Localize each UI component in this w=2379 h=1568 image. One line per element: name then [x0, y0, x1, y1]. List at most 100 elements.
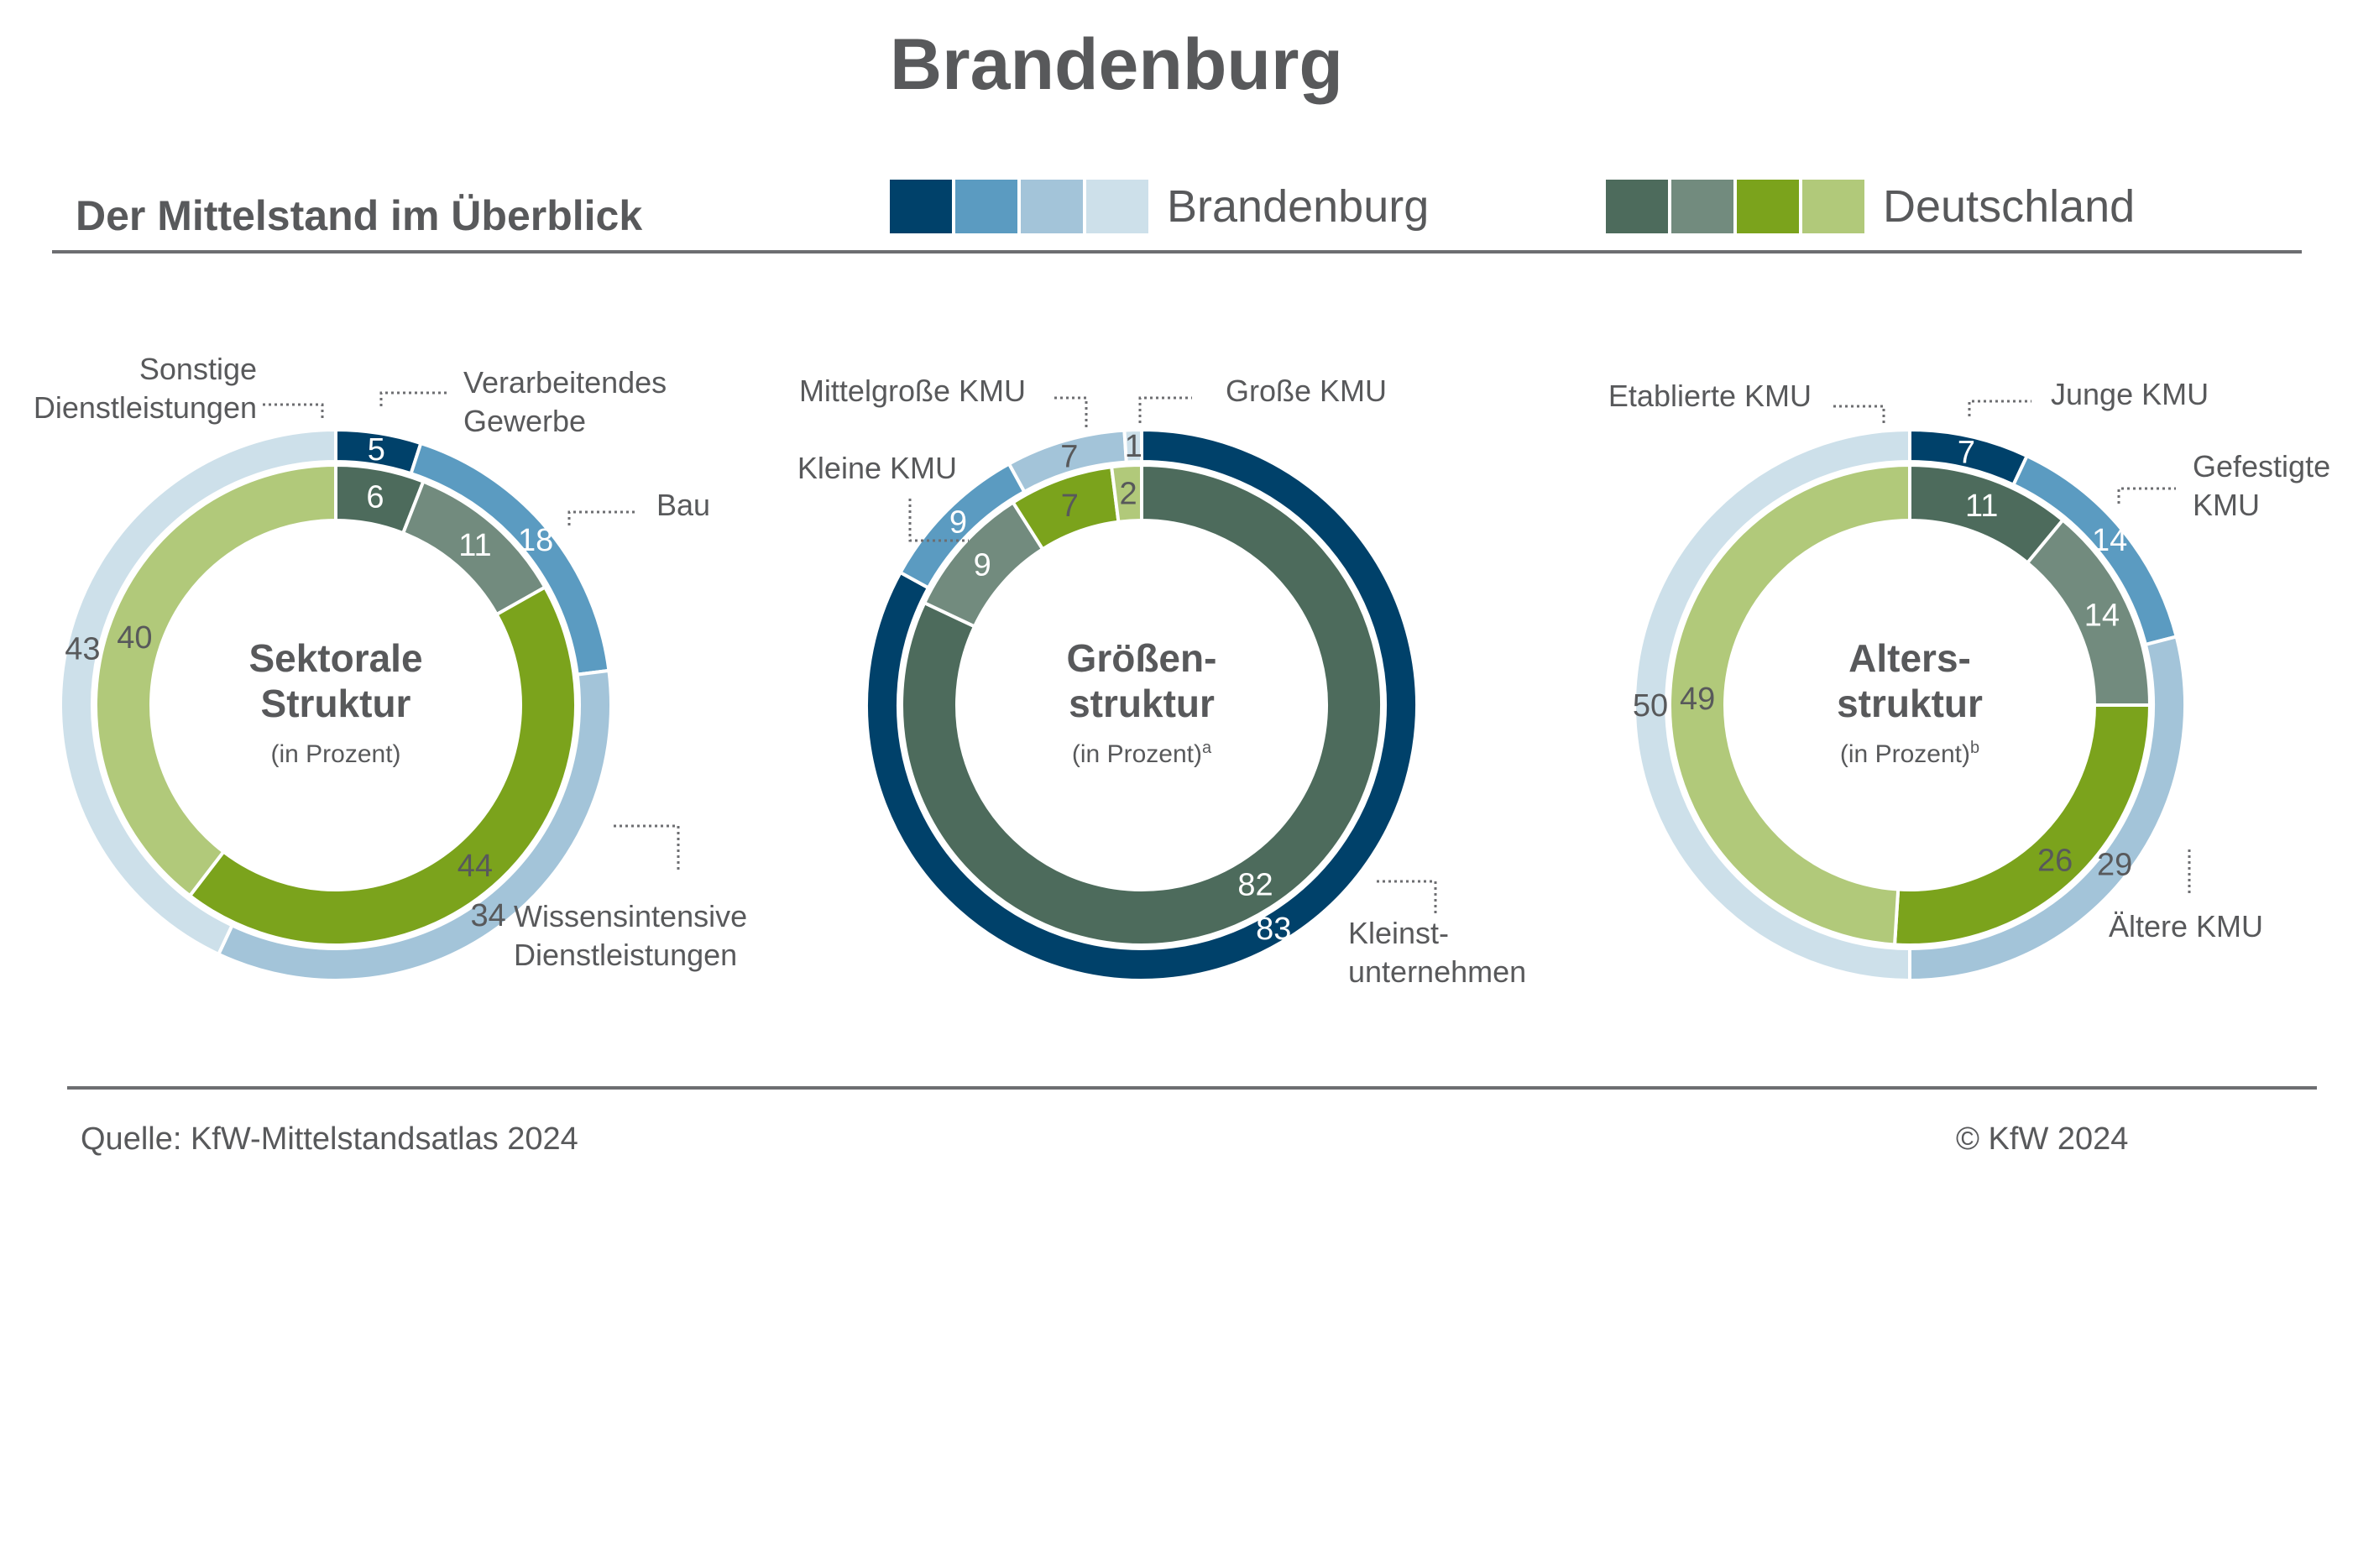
category-label-line: Junge KMU [2051, 377, 2209, 411]
leader-line [260, 403, 324, 418]
chart-title: struktur [1837, 682, 1983, 725]
chart-unit-label: (in Prozent)a [1072, 739, 1212, 768]
legend-label: Deutschland [1883, 181, 2136, 232]
data-label: 2 [1120, 476, 1137, 511]
data-label: 82 [1237, 868, 1273, 903]
data-label: 26 [2037, 843, 2073, 878]
category-label-line: Sonstige [139, 352, 257, 386]
top-divider [52, 250, 2302, 253]
legend-swatch [1671, 180, 1733, 233]
section-subtitle: Der Mittelstand im Überblick [76, 192, 643, 239]
inner-ring-segment [94, 463, 337, 898]
leader-line [611, 824, 680, 870]
source-note: Quelle: KfW-Mittelstandsatlas 2024 [81, 1121, 578, 1157]
data-label: 18 [518, 523, 553, 558]
donut-chart: 7 14 29 50 11 14 26 49 Alters-struktur (in Prozen… [1608, 377, 2330, 983]
leader-line [1138, 396, 1192, 423]
donut-chart: 83 9 7 1 82 9 7 2 Größen-struktur (in Prozent)a Kl… [797, 374, 1526, 989]
data-label: 44 [458, 849, 493, 884]
inner-ring-segment [187, 584, 578, 947]
data-label: 11 [458, 528, 491, 563]
data-label: 5 [368, 432, 385, 468]
legend-swatch [1802, 180, 1864, 233]
category-label-line: Gewerbe [463, 404, 586, 438]
legend-swatch [1021, 180, 1083, 233]
category-label-line: Verarbeitendes [463, 365, 667, 400]
inner-ring-segment [1109, 463, 1143, 524]
category-label: Verarbeitendes Gewerbe [463, 365, 667, 438]
leader-line [567, 510, 638, 525]
chart-title: Größen- [1067, 636, 1217, 680]
chart-title: Sektorale [248, 636, 422, 680]
category-label: Etablierte KMU [1608, 379, 1812, 413]
inner-ring-segment [900, 463, 1383, 947]
category-label: Bau [656, 488, 710, 522]
category-label: Wissensintensive Dienstleistungen [514, 899, 747, 972]
data-label: 14 [2084, 598, 2120, 633]
data-label: 49 [1680, 682, 1715, 717]
data-label: 9 [974, 548, 991, 583]
leader-line [379, 391, 447, 406]
footnote-marker: a [1202, 739, 1212, 757]
legend-deutschland: Deutschland [1606, 180, 2135, 233]
legend-swatch [890, 180, 952, 233]
data-label: 7 [1061, 489, 1079, 524]
leader-line [2117, 487, 2176, 504]
legend-swatch [1086, 180, 1148, 233]
data-label: 6 [366, 479, 384, 515]
category-label-line: Dienstleistungen [514, 938, 737, 972]
category-label: Kleine KMU [797, 451, 957, 485]
legend-swatch [1606, 180, 1668, 233]
legend-swatch [955, 180, 1017, 233]
leader-line [908, 499, 969, 542]
category-label: Große KMU [1226, 374, 1387, 408]
category-label-line: Mittelgroße KMU [799, 374, 1026, 408]
outer-ring-segment [864, 427, 1419, 982]
category-label: Kleinst-unternehmen [1348, 916, 1526, 989]
category-label-line: Kleinst- [1348, 916, 1449, 950]
category-label-line: Dienstleistungen [34, 390, 257, 425]
chart-unit-label: (in Prozent) [270, 740, 400, 768]
leader-line [1968, 400, 2031, 416]
inner-ring-segment [1667, 463, 1911, 947]
category-label: Mittelgroße KMU [799, 374, 1026, 408]
data-label: 50 [1633, 688, 1668, 724]
outer-ring-segment [1633, 427, 1911, 983]
data-label: 40 [117, 620, 152, 656]
footnote-marker: b [1970, 739, 1979, 757]
legend-brandenburg: Brandenburg [890, 180, 1429, 233]
chart-title: Alters- [1848, 636, 1971, 680]
data-label: 1 [1125, 429, 1142, 464]
leader-line [1054, 396, 1088, 428]
chart-unit-label: (in Prozent)b [1840, 739, 1979, 768]
data-label: 14 [2092, 523, 2127, 558]
data-label: 29 [2097, 847, 2132, 882]
outer-ring-segment [1122, 427, 1143, 464]
data-label: 7 [1958, 435, 1975, 470]
category-label: Gefestigte KMU [2193, 449, 2330, 522]
category-label-line: KMU [2193, 488, 2260, 522]
chart-title: Struktur [261, 682, 411, 725]
bottom-divider [67, 1086, 2317, 1090]
category-label-line: Bau [656, 488, 710, 522]
data-label: 11 [1965, 489, 1998, 524]
category-label-line: unternehmen [1348, 954, 1526, 989]
category-label: Ältere KMU [2109, 909, 2263, 943]
category-label-line: Große KMU [1226, 374, 1387, 408]
leader-line [1833, 405, 1885, 426]
data-label: 9 [949, 505, 967, 541]
data-label: 7 [1060, 439, 1078, 474]
data-label: 43 [65, 632, 100, 667]
category-label-line: Wissensintensive [514, 899, 747, 933]
copyright-note: © KfW 2024 [1956, 1121, 2129, 1157]
category-label: Sonstige Dienstleistungen [34, 352, 257, 425]
page-title: Brandenburg [890, 24, 1343, 105]
category-label: Junge KMU [2051, 377, 2209, 411]
data-label: 34 [470, 898, 505, 933]
data-label: 83 [1256, 912, 1291, 947]
category-label-line: Gefestigte [2193, 449, 2330, 483]
category-label-line: Etablierte KMU [1608, 379, 1812, 413]
